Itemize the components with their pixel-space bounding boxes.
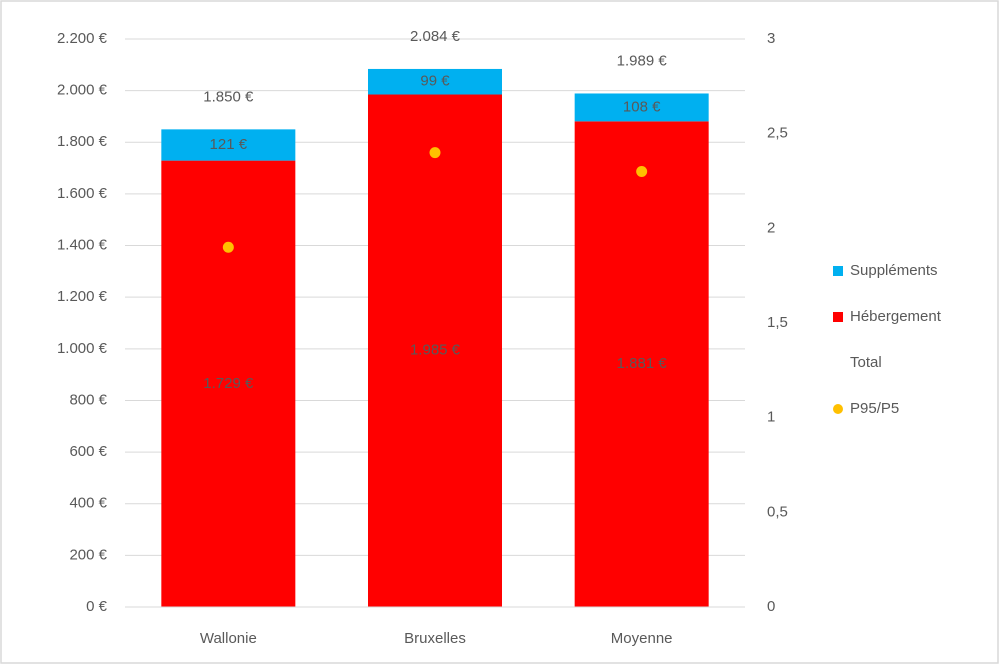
ratio-dot [429, 147, 441, 159]
total-label: 1.850 € [203, 88, 254, 105]
y-tick-label: 400 € [69, 495, 107, 512]
bar-segment [368, 68, 502, 95]
data-label: 1.881 € [617, 355, 668, 372]
bar-segment [574, 121, 709, 608]
total-label: 1.989 € [617, 52, 668, 69]
y2-tick-label: 2,5 [767, 125, 788, 142]
y2-tick-label: 1 [767, 409, 775, 426]
y2-tick-label: 1,5 [767, 314, 788, 331]
y2-tick-label: 3 [767, 30, 775, 47]
data-label: 99 € [420, 73, 450, 90]
bar-segment [161, 160, 296, 607]
data-label: 108 € [623, 98, 661, 115]
ratio-dot [636, 166, 648, 178]
y-tick-label: 800 € [69, 391, 107, 408]
y-tick-label: 1.600 € [57, 185, 108, 202]
legend-label[interactable]: Total [850, 354, 882, 371]
y-tick-label: 1.000 € [57, 340, 108, 357]
data-label: 1.985 € [410, 342, 461, 359]
total-label: 2.084 € [410, 28, 461, 45]
x-tick-label: Bruxelles [404, 630, 466, 647]
x-tick-label: Wallonie [200, 630, 257, 647]
x-tick-label: Moyenne [611, 630, 673, 647]
y-tick-label: 600 € [69, 443, 107, 460]
legend-marker [833, 312, 843, 322]
data-label: 121 € [210, 136, 248, 153]
bar-segment [161, 129, 296, 161]
legend-label[interactable]: Suppléments [850, 262, 938, 279]
legend-marker [833, 266, 843, 276]
y2-tick-label: 0 [767, 598, 775, 615]
y-tick-label: 2.200 € [57, 30, 108, 47]
bar-segment [368, 94, 502, 607]
y-tick-label: 1.800 € [57, 133, 108, 150]
legend-marker [833, 404, 843, 414]
legend-label[interactable]: P95/P5 [850, 400, 899, 417]
bar-segment [574, 93, 709, 122]
y-tick-label: 0 € [86, 598, 108, 615]
y-tick-label: 200 € [69, 546, 107, 563]
y-tick-label: 1.400 € [57, 237, 108, 254]
data-label: 1.729 € [203, 375, 254, 392]
y2-tick-label: 2 [767, 219, 775, 236]
y2-tick-label: 0,5 [767, 503, 788, 520]
y-tick-label: 2.000 € [57, 82, 108, 99]
legend-label[interactable]: Hébergement [850, 308, 942, 325]
y-tick-label: 1.200 € [57, 288, 108, 305]
ratio-dot [222, 241, 234, 253]
